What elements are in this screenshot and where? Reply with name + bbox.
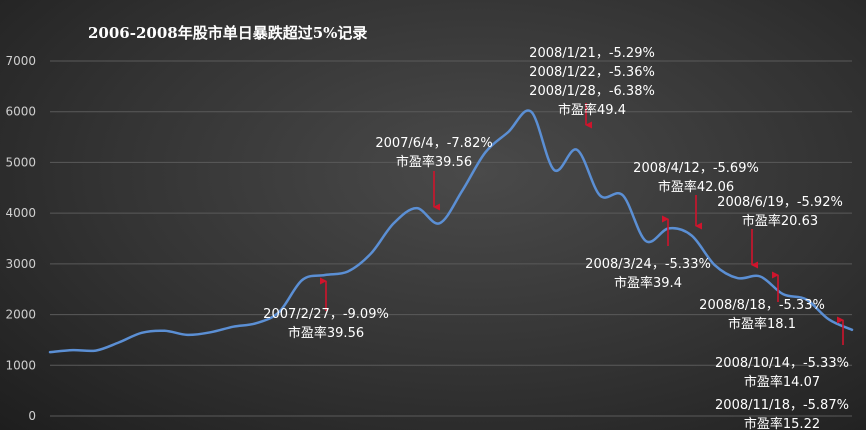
annotation-label: 2007/6/4，-7.82% bbox=[375, 136, 492, 151]
y-tick-label: 4000 bbox=[5, 206, 36, 220]
annotation-labels: 2007/2/27，-9.09% 市盈率39.56 2007/6/4，-7.82% 市… bbox=[263, 46, 849, 430]
index-series-line bbox=[48, 109, 854, 354]
annotation-label: 2008/1/21，-5.29% bbox=[529, 46, 655, 61]
annotation: 2007/2/27，-9.09% 市盈率39.56 bbox=[263, 307, 389, 341]
annotation-label: 2008/11/18，-5.87% bbox=[715, 398, 849, 413]
y-tick-label: 0 bbox=[28, 409, 36, 423]
y-tick-label: 3000 bbox=[5, 257, 36, 271]
annotation: 2008/11/18，-5.87% 市盈率15.22 bbox=[715, 398, 849, 430]
y-tick-label: 6000 bbox=[5, 105, 36, 119]
annotation-label: 市盈率18.1 bbox=[728, 316, 796, 332]
annotation-label: 2008/10/14，-5.33% bbox=[715, 356, 849, 371]
y-tick-label: 2000 bbox=[5, 308, 36, 322]
annotation-label: 市盈率39.4 bbox=[614, 275, 682, 291]
annotation-label: 市盈率20.63 bbox=[742, 213, 818, 229]
annotation-arrows bbox=[320, 103, 844, 345]
annotation-label: 2008/1/22，-5.36% bbox=[529, 65, 655, 80]
annotation-label: 2008/4/12，-5.69% bbox=[633, 161, 759, 176]
annotation-label: 2008/6/19，-5.92% bbox=[717, 195, 843, 210]
annotation: 2008/6/19，-5.92% 市盈率20.63 bbox=[717, 195, 843, 229]
annotation: 2008/8/18，-5.33% 市盈率18.1 bbox=[699, 298, 825, 332]
y-axis-ticks: 0 1000 2000 3000 4000 5000 6000 7000 bbox=[5, 54, 36, 423]
chart-title: 2006-2008年股市单日暴跌超过5%记录 bbox=[88, 24, 367, 42]
annotation: 2008/3/24，-5.33% 市盈率39.4 bbox=[585, 257, 711, 291]
annotation-label: 2007/2/27，-9.09% bbox=[263, 307, 389, 322]
annotation: 2008/4/12，-5.69% 市盈率42.06 bbox=[633, 161, 759, 195]
annotation: 2007/6/4，-7.82% 市盈率39.56 bbox=[375, 136, 492, 170]
gridlines bbox=[50, 60, 852, 417]
annotation-label: 市盈率14.07 bbox=[744, 374, 820, 390]
annotation-label: 2008/8/18，-5.33% bbox=[699, 298, 825, 313]
annotation-label: 2008/1/28，-6.38% bbox=[529, 84, 655, 99]
annotation: 2008/10/14，-5.33% 市盈率14.07 bbox=[715, 356, 849, 390]
series-line-group bbox=[48, 109, 854, 354]
annotation: 2008/1/21，-5.29% 2008/1/22，-5.36% 2008/1/2… bbox=[529, 46, 655, 118]
y-tick-label: 5000 bbox=[5, 155, 36, 169]
y-tick-label: 1000 bbox=[5, 358, 36, 372]
annotation-label: 2008/3/24，-5.33% bbox=[585, 257, 711, 272]
annotation-label: 市盈率39.56 bbox=[396, 154, 472, 170]
annotation-label: 市盈率39.56 bbox=[288, 325, 364, 341]
annotation-label: 市盈率42.06 bbox=[658, 179, 734, 195]
annotation-label: 市盈率49.4 bbox=[558, 102, 626, 118]
y-tick-label: 7000 bbox=[5, 54, 36, 68]
annotation-label: 市盈率15.22 bbox=[744, 416, 820, 430]
